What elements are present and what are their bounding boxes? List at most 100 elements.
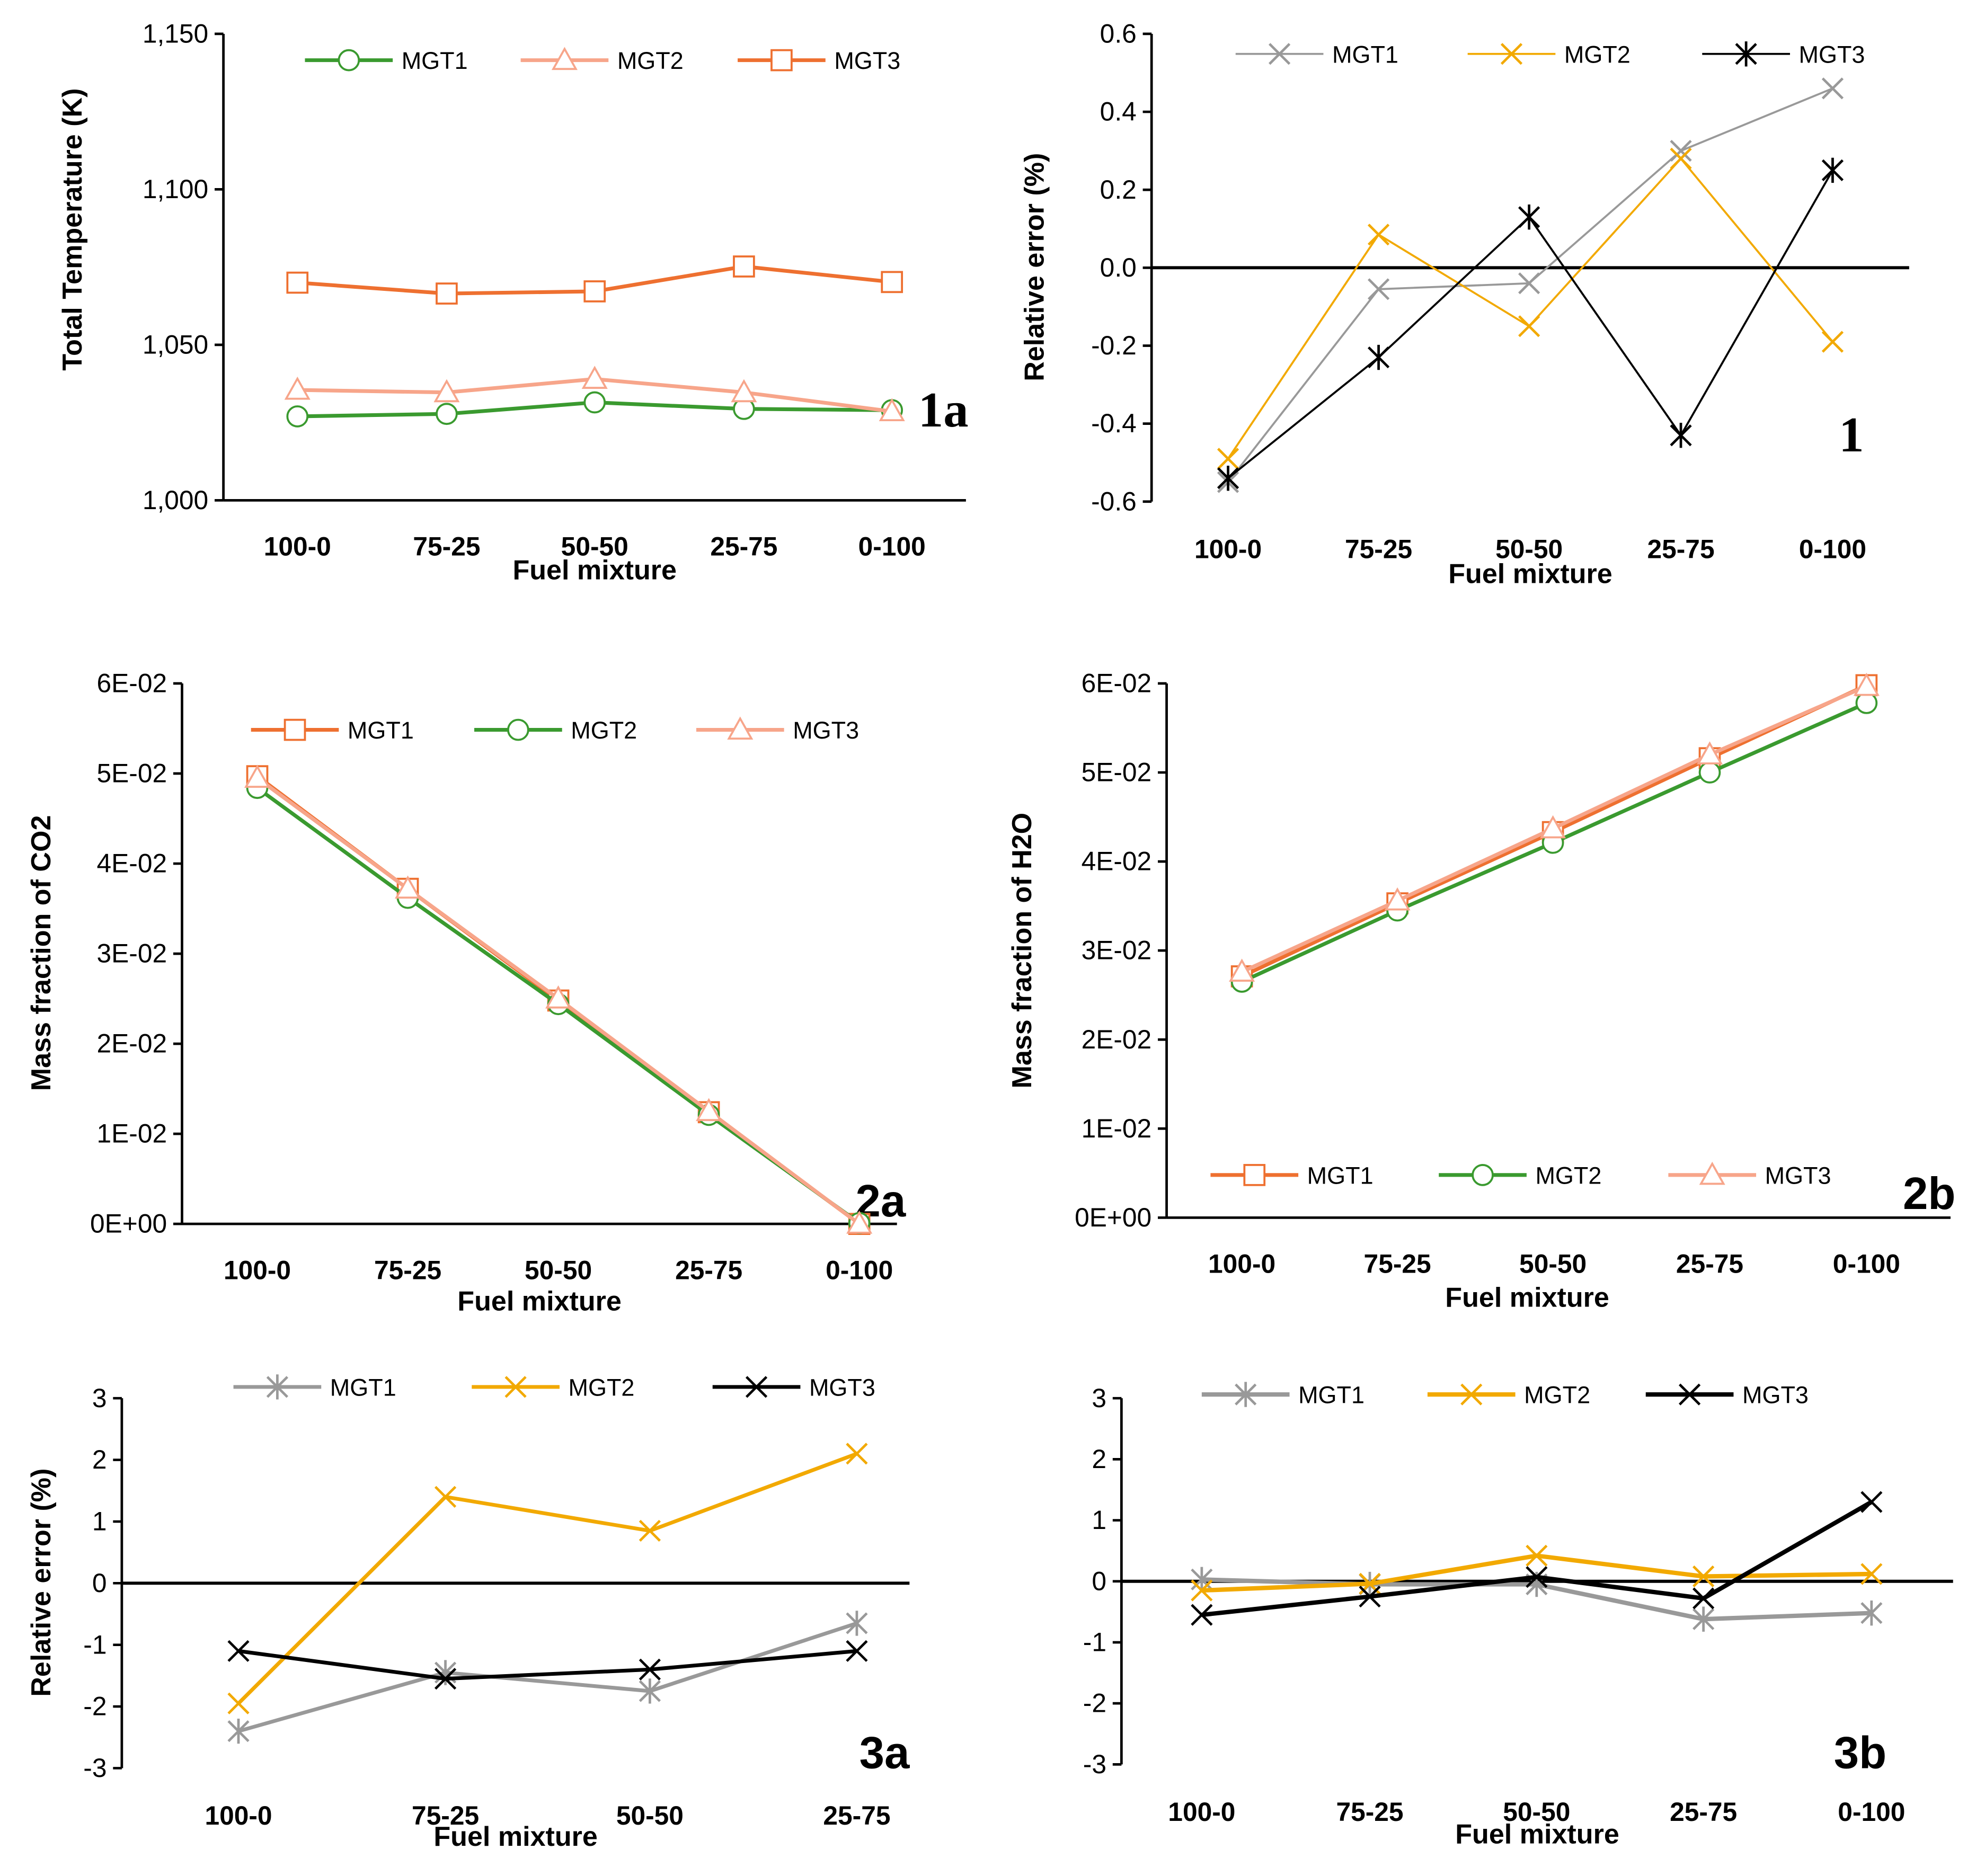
data-point	[1860, 1600, 1883, 1626]
legend-label: MGT2	[571, 717, 637, 744]
legend-item: MGT3	[1668, 1161, 1831, 1189]
y-tick-label: 3E-02	[97, 939, 167, 968]
data-point	[1229, 958, 1255, 982]
legend-marker	[745, 1376, 768, 1398]
x-tick-label: 0-100	[858, 532, 926, 562]
y-tick-label: 3	[1092, 1383, 1106, 1413]
series-MGT2	[1230, 692, 1878, 993]
legend-item: MGT3	[738, 47, 900, 74]
x-tick-label: 50-50	[1519, 1249, 1587, 1278]
data-point	[731, 379, 757, 403]
y-tick-label: 2	[1092, 1444, 1106, 1474]
legend-marker	[266, 1374, 289, 1400]
y-tick-label: 0	[92, 1568, 107, 1598]
y-tick-label: 1,150	[143, 19, 208, 48]
chart-panel-3a: -3 -2 -1 0 1 2 3 100-0 75-25 50-50 25-75 Fuel mixtu…	[26, 1374, 910, 1852]
y-tick-label: 1,000	[143, 485, 208, 515]
y-tick-label: -3	[1083, 1749, 1106, 1779]
y-tick-label: -2	[1083, 1688, 1106, 1718]
data-point	[1359, 1585, 1381, 1608]
y-tick-label: 5E-02	[1082, 758, 1152, 787]
legend-label: MGT1	[1307, 1162, 1374, 1189]
legend-item: MGT3	[696, 716, 859, 744]
data-point	[545, 985, 572, 1009]
y-tick-label: 1E-02	[97, 1119, 167, 1149]
x-tick-label: 100-0	[205, 1801, 272, 1830]
y-axis-title: Relative error (%)	[1020, 153, 1050, 381]
legend-label: MGT2	[1535, 1162, 1601, 1189]
series-line	[1201, 1500, 1873, 1617]
data-point	[1855, 692, 1878, 714]
data-point	[1217, 448, 1239, 470]
legend-marker	[1235, 1382, 1257, 1407]
legend-item: MGT1	[305, 47, 468, 74]
x-axis-title: Fuel mixture	[1445, 1282, 1609, 1313]
legend-item: MGT2	[1467, 41, 1631, 68]
data-point	[1693, 1565, 1715, 1588]
x-tick-label: 0-100	[1833, 1249, 1900, 1278]
data-point	[1367, 344, 1390, 370]
legend-label: MGT2	[1524, 1382, 1590, 1409]
x-tick-label: 75-25	[1336, 1797, 1403, 1827]
data-point	[846, 1443, 868, 1465]
legend-item: MGT1	[1210, 1162, 1374, 1189]
data-point	[1670, 140, 1692, 162]
data-point	[583, 391, 606, 414]
x-tick-label: 100-0	[264, 532, 331, 562]
chart-panel-1a: 1,000 1,050 1,100 1,150 100-0 75-25 50-50 25-75…	[57, 19, 968, 585]
data-point	[846, 1211, 873, 1234]
legend-label: MGT3	[809, 1374, 875, 1401]
y-axis-title: Relative error (%)	[26, 1469, 57, 1697]
data-point	[1693, 1587, 1715, 1610]
y-tick-label: 4E-02	[97, 849, 167, 878]
legend-item: MGT2	[1439, 1162, 1601, 1189]
legend-marker	[1500, 43, 1523, 65]
y-tick-label: 0.4	[1100, 97, 1137, 127]
x-axis-title: Fuel mixture	[457, 1286, 622, 1317]
x-tick-label: 75-25	[1364, 1249, 1431, 1278]
x-axis-title: Fuel mixture	[512, 555, 677, 586]
data-point	[436, 282, 458, 305]
legend-label: MGT3	[793, 717, 859, 744]
series-MGT1	[227, 1611, 868, 1744]
data-point	[433, 379, 460, 403]
x-tick-label: 25-75	[1676, 1249, 1743, 1278]
data-point	[696, 1098, 722, 1122]
legend-label: MGT3	[1765, 1162, 1831, 1189]
series-line	[237, 1452, 858, 1705]
series-line	[1227, 157, 1833, 459]
legend-marker	[1735, 41, 1757, 67]
panel-label: 1	[1839, 407, 1864, 463]
x-tick-label: 25-75	[710, 532, 777, 562]
legend-item: MGT1	[251, 717, 414, 744]
legend-marker	[1460, 1383, 1483, 1406]
y-tick-label: 0.2	[1100, 175, 1137, 205]
x-tick-label: 25-75	[1670, 1797, 1737, 1827]
data-point	[1696, 741, 1723, 764]
x-tick-label: 100-0	[224, 1255, 291, 1285]
data-point	[639, 1678, 661, 1704]
x-tick-label: 0-100	[826, 1255, 893, 1285]
series-MGT2	[227, 1443, 868, 1714]
legend-label: MGT1	[1332, 41, 1398, 68]
legend-marker	[1472, 1164, 1494, 1186]
legend-label: MGT2	[1564, 41, 1631, 68]
x-tick-label: 75-25	[374, 1255, 441, 1285]
data-point	[1860, 1491, 1883, 1513]
x-tick-label: 25-75	[1647, 534, 1714, 564]
series-MGT3	[1229, 672, 1880, 982]
y-tick-label: -0.2	[1091, 331, 1137, 360]
y-tick-label: 0	[1092, 1566, 1106, 1596]
legend-marker	[507, 718, 529, 741]
y-tick-label: 0.6	[1100, 19, 1137, 48]
series-MGT3	[286, 255, 903, 305]
legend-label: MGT1	[402, 47, 468, 74]
data-point	[286, 405, 309, 428]
data-point	[227, 1718, 250, 1744]
x-tick-label: 25-75	[823, 1801, 890, 1830]
legend-item: MGT3	[1702, 41, 1865, 68]
y-tick-label: 1E-02	[1082, 1114, 1152, 1143]
panel-label: 2b	[1903, 1169, 1955, 1219]
y-tick-label: 0E+00	[1075, 1203, 1151, 1232]
legend-label: MGT1	[330, 1374, 396, 1401]
